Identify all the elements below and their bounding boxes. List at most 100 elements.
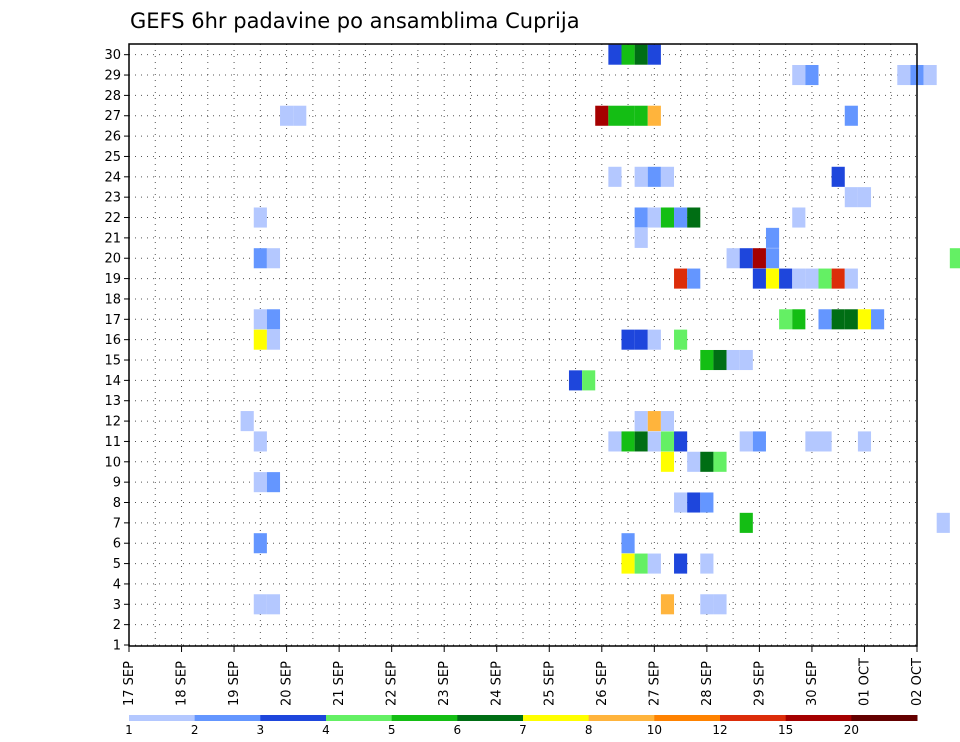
y-tick-label: 13 (104, 394, 121, 409)
x-tick-label: 28 SEP (700, 661, 715, 706)
data-cells (240, 44, 960, 615)
precip-cell (621, 431, 635, 452)
y-tick-label: 30 (104, 48, 121, 63)
precip-cell (792, 268, 806, 289)
precip-cell (831, 268, 845, 289)
precip-cell (621, 44, 635, 65)
y-tick-label: 9 (113, 476, 121, 491)
y-tick-label: 4 (113, 577, 121, 592)
precip-cell (660, 431, 675, 452)
precip-cell (253, 329, 267, 350)
precip-cell (831, 166, 845, 187)
precip-cell (726, 349, 740, 371)
precip-cell (844, 187, 858, 208)
y-tick-label: 25 (104, 150, 121, 165)
precip-cell (647, 553, 661, 574)
precip-cell (608, 44, 622, 65)
precip-cell (674, 492, 688, 513)
legend-label: 15 (778, 723, 793, 737)
x-tick-label: 24 SEP (490, 661, 505, 706)
y-tick-label: 26 (104, 130, 121, 145)
precip-cell (818, 309, 832, 330)
legend-swatch (720, 715, 787, 721)
x-tick-label: 17 SEP (122, 661, 137, 706)
precip-cell (949, 248, 960, 269)
y-tick-label: 17 (104, 313, 121, 328)
precip-cell (647, 105, 661, 126)
precip-cell (595, 105, 609, 126)
precip-cell (765, 268, 780, 289)
x-tick-label: 23 SEP (437, 661, 452, 706)
precip-cell (818, 268, 832, 289)
precip-cell (634, 411, 648, 432)
y-tick-label: 27 (104, 109, 121, 124)
precip-cell (674, 553, 688, 574)
precip-cell (253, 472, 267, 493)
precip-cell (647, 411, 661, 432)
precip-cell (647, 44, 661, 65)
y-tick-label: 6 (113, 537, 121, 552)
precip-cell (936, 512, 950, 533)
precip-cell (253, 533, 267, 554)
precip-cell (266, 309, 281, 330)
precip-cell (647, 329, 661, 350)
legend-label: 20 (844, 723, 859, 737)
x-tick-label: 30 SEP (805, 661, 820, 706)
precip-cell (582, 370, 596, 391)
legend-swatch (588, 715, 655, 721)
precip-cell (253, 207, 267, 228)
precip-cell (621, 553, 635, 574)
precip-cell (923, 65, 937, 86)
precip-cell (608, 105, 622, 126)
x-tick-label: 26 SEP (595, 661, 610, 706)
y-axis-ticks: 1234567891011121314151617181920212223242… (104, 48, 129, 654)
precip-cell (857, 187, 872, 208)
y-tick-label: 1 (113, 639, 121, 654)
precip-cell (253, 248, 267, 269)
precip-cell (674, 431, 688, 452)
precip-cell (713, 349, 727, 371)
legend-label: 5 (388, 723, 396, 737)
legend-swatch (654, 715, 721, 721)
legend-swatch (851, 715, 918, 721)
precip-cell (844, 268, 858, 289)
precip-cell (608, 431, 622, 452)
legend-label: 7 (519, 723, 527, 737)
precip-cell (700, 492, 714, 513)
precip-cell (660, 451, 675, 472)
precip-cell (818, 431, 832, 452)
y-tick-label: 3 (113, 598, 121, 613)
precip-cell (293, 105, 307, 126)
y-tick-label: 29 (104, 69, 121, 84)
precip-cell (660, 166, 675, 187)
x-tick-label: 19 SEP (227, 661, 242, 706)
precip-cell (713, 451, 727, 472)
precip-cell (634, 227, 648, 248)
legend-label: 2 (191, 723, 199, 737)
plot-frame (128, 43, 918, 647)
precip-cell (660, 594, 675, 615)
precip-cell (674, 329, 688, 350)
x-tick-label: 22 SEP (385, 661, 400, 706)
precip-cell (687, 268, 701, 289)
legend-swatch (785, 715, 852, 721)
precip-cell (660, 411, 675, 432)
precip-cell (844, 309, 858, 330)
legend-swatch (523, 715, 590, 721)
precip-cell (871, 309, 885, 330)
precip-cell (280, 105, 294, 126)
precip-cell (687, 451, 701, 472)
precip-cell (240, 411, 254, 432)
precip-cell (266, 329, 281, 350)
x-tick-label: 02 OCT (910, 658, 925, 706)
precip-cell (674, 268, 688, 289)
legend-swatch (457, 715, 524, 721)
precip-cell (634, 553, 648, 574)
precip-cell (752, 268, 766, 289)
precip-cell (805, 431, 819, 452)
y-tick-label: 12 (104, 415, 121, 430)
y-tick-label: 23 (104, 191, 121, 206)
precip-cell (792, 309, 806, 330)
y-tick-label: 19 (104, 272, 121, 287)
y-tick-label: 8 (113, 496, 121, 511)
